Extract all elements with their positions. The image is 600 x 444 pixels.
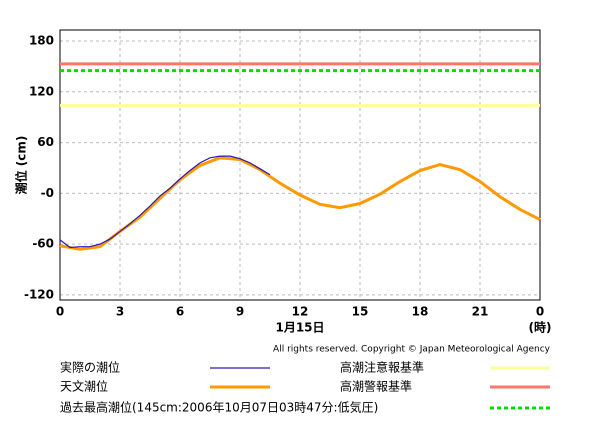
y-axis-label: 潮位 (cm) — [14, 136, 29, 195]
plot-frame — [59, 29, 541, 301]
x-tick-label: 15 — [352, 305, 369, 319]
legend-label: 実際の潮位 — [60, 360, 120, 375]
series-line — [59, 156, 541, 251]
x-tick-label: 3 — [116, 305, 124, 319]
x-tick-label: 9 — [236, 305, 244, 319]
y-tick-label: -60 — [32, 237, 54, 251]
legend-label: 高潮警報基準 — [340, 379, 412, 394]
y-tick-label: -120 — [24, 287, 54, 301]
y-tick-label: 120 — [29, 84, 54, 98]
x-tick-label: 0 — [56, 305, 64, 319]
x-tick-label: 12 — [292, 305, 309, 319]
y-tick-label: 60 — [37, 135, 54, 149]
series-line — [59, 155, 271, 249]
x-tick-label: 0 — [536, 305, 544, 319]
y-tick-label: 180 — [29, 34, 54, 48]
x-tick-label: 18 — [412, 305, 429, 319]
legend-label: 天文潮位 — [60, 379, 108, 394]
y-tick-label: -0 — [41, 186, 54, 200]
x-tick-label: 21 — [472, 305, 489, 319]
x-unit: (時) — [529, 320, 552, 335]
x-tick-label: 6 — [176, 305, 184, 319]
legend-label: 高潮注意報基準 — [340, 360, 424, 375]
credit: All rights reserved. Copyright © Japan M… — [273, 345, 551, 355]
x-axis-label: 1月15日 — [275, 321, 324, 335]
legend-label: 過去最高潮位(145cm:2006年10月07日03時47分:低気圧) — [60, 400, 378, 415]
